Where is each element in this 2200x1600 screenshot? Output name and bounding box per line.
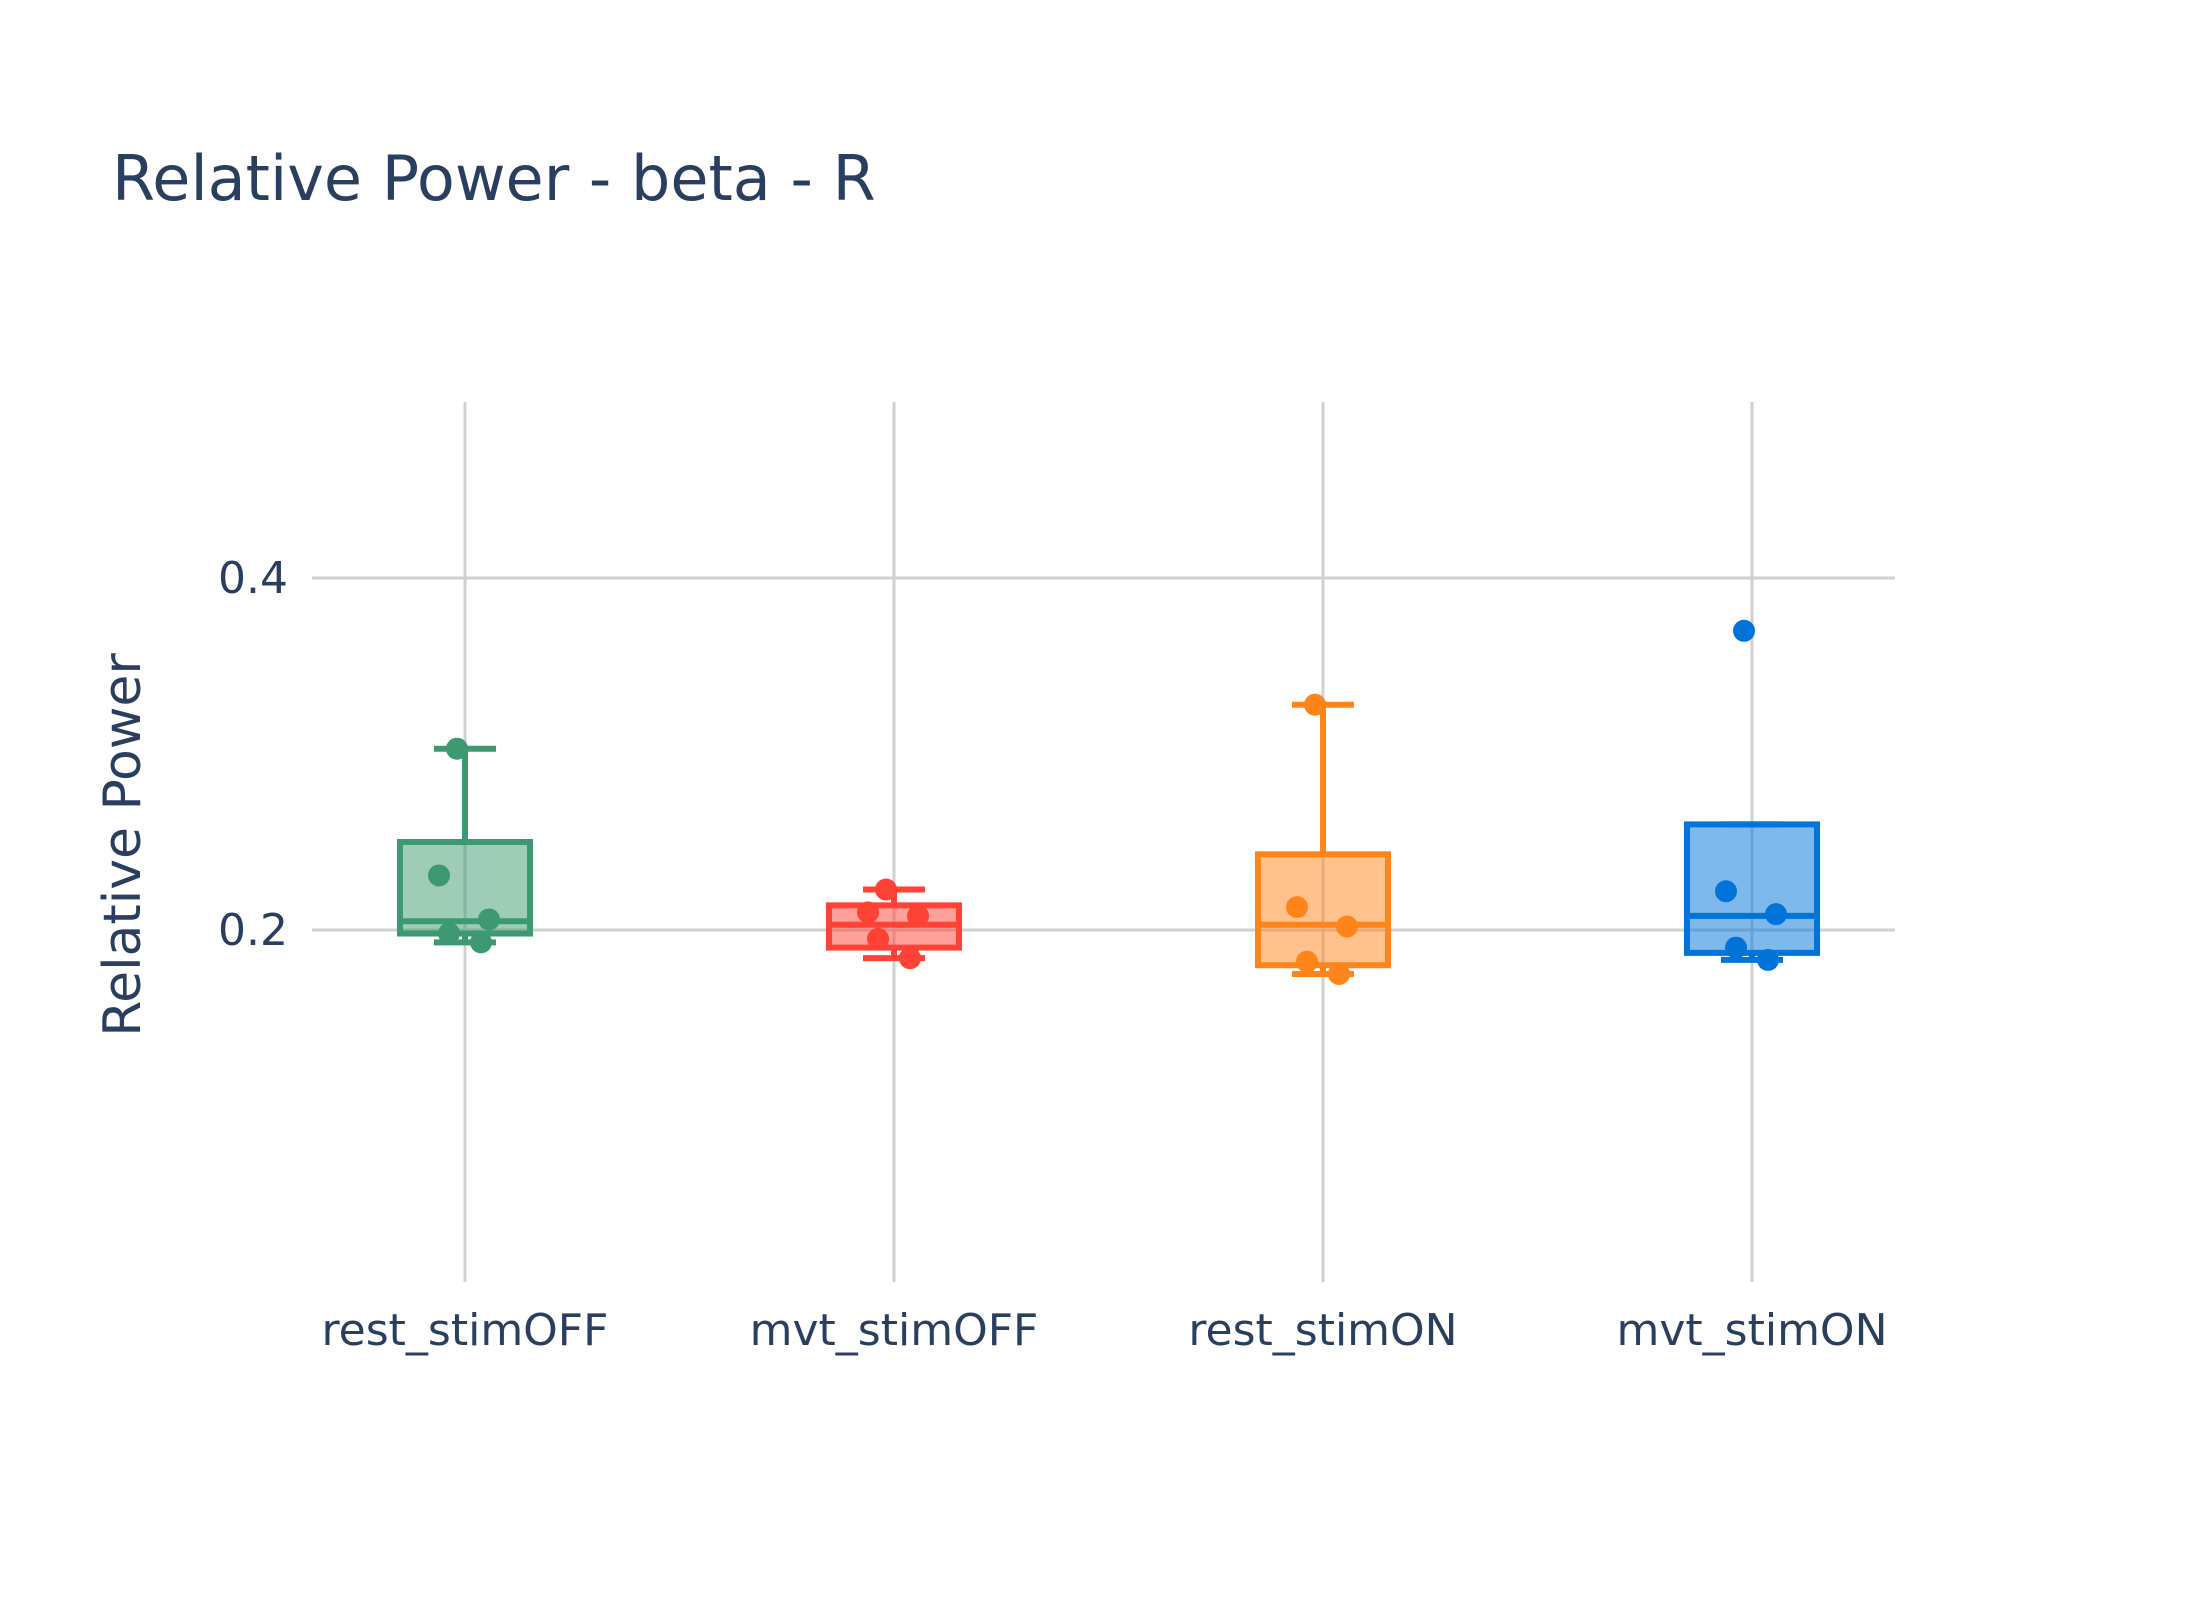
data-point xyxy=(446,737,468,760)
data-point xyxy=(899,947,921,970)
x-tick-label: rest_stimOFF xyxy=(322,1305,609,1356)
chart-title: Relative Power - beta - R xyxy=(112,142,876,215)
data-point xyxy=(470,931,492,954)
boxes-layer xyxy=(397,701,1820,977)
data-point xyxy=(1757,948,1779,971)
data-point xyxy=(1733,619,1755,642)
grid-layer xyxy=(312,402,1895,1282)
data-point xyxy=(1328,963,1350,985)
data-point xyxy=(1304,693,1326,716)
y-tick-label: 0.2 xyxy=(218,905,288,956)
ticks-layer: 0.2 0.4 rest_stimOFF mvt_stimOFF rest_stimON… xyxy=(218,553,1887,1356)
box xyxy=(1255,851,1391,969)
data-point xyxy=(1715,880,1737,903)
data-point xyxy=(867,927,889,950)
box xyxy=(1684,821,1820,956)
x-tick-label: mvt_stimON xyxy=(1617,1305,1888,1356)
points-layer xyxy=(428,619,1787,985)
x-tick-label: rest_stimON xyxy=(1188,1305,1457,1356)
data-point xyxy=(857,901,879,924)
data-point xyxy=(1336,915,1358,938)
data-point xyxy=(1765,903,1787,926)
x-tick-label: mvt_stimOFF xyxy=(750,1305,1039,1356)
y-axis-label: Relative Power xyxy=(93,653,153,1037)
data-point xyxy=(1286,896,1308,919)
data-point xyxy=(1296,950,1318,973)
data-point xyxy=(875,878,897,901)
data-point xyxy=(438,922,460,945)
data-point xyxy=(1725,936,1747,959)
data-point xyxy=(478,908,500,931)
y-tick-label: 0.4 xyxy=(218,553,288,604)
data-point xyxy=(428,864,450,887)
data-point xyxy=(907,904,929,927)
